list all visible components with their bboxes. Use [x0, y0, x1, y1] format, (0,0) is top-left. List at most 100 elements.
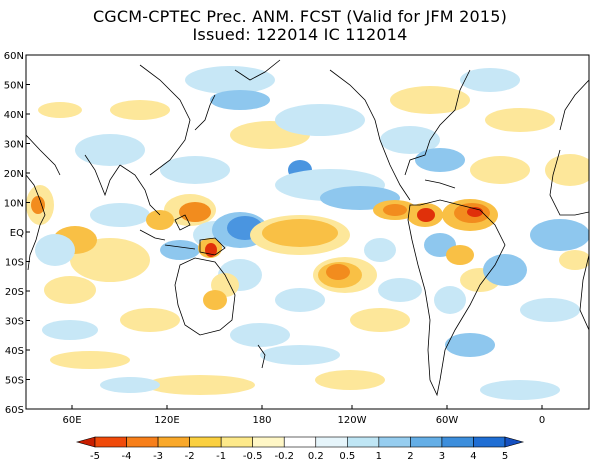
colorbar-label: 1 [376, 451, 382, 462]
coastline-arabia [26, 134, 61, 176]
anomaly-blob [262, 219, 338, 247]
lat-label: EQ [10, 228, 24, 239]
colorbar-arrow-right [504, 436, 525, 448]
lon-label: 60W [436, 415, 459, 426]
anomaly-blob [415, 148, 465, 172]
colorbar-label: 2 [407, 451, 413, 462]
anomaly-blob [378, 278, 422, 302]
anomaly-blob [146, 210, 174, 230]
colorbar-box [220, 436, 253, 448]
colorbar-label: 3 [439, 451, 445, 462]
anomaly-blob [460, 68, 520, 92]
anomaly-blob [434, 286, 466, 314]
anomaly-blob [383, 204, 407, 216]
anomaly-blob [50, 351, 130, 369]
colorbar-box [347, 436, 380, 448]
coastline-sumatra [139, 229, 166, 241]
coastline-west-africa [549, 149, 589, 216]
coastline-caribbean [424, 179, 456, 189]
coastline-south-america [407, 199, 506, 397]
coastline-borneo [174, 214, 191, 231]
anomaly-blob [185, 66, 275, 94]
colorbar: -5 -4 -3 -2 -1 -0.5 -0.2 0.2 0.5 1 2 3 4 5 [75, 436, 525, 462]
lat-label: 30N [4, 140, 24, 151]
coastline-java [164, 244, 196, 250]
lat-label: 50S [5, 376, 24, 387]
anomaly-blob [483, 254, 527, 286]
latitude-labels: 60N 50N 40N 30N 20N 10N EQ 10S 20S 30S 4… [4, 51, 24, 416]
colorbar-label: -4 [122, 451, 132, 462]
anomaly-blob [380, 126, 440, 154]
anomaly-blob [470, 156, 530, 184]
anomaly-blob [160, 156, 230, 184]
colorbar-label: -1 [216, 451, 226, 462]
anomaly-blob [75, 134, 145, 166]
anomaly-blob [364, 238, 396, 262]
coastline-southwest-africa [579, 254, 589, 331]
colorbar-label: -5 [90, 451, 100, 462]
lat-label: 10S [5, 258, 24, 269]
map-title: CGCM-CPTEC Prec. ANM. FCST (Valid for JF… [92, 7, 508, 26]
anomaly-blob [179, 202, 211, 222]
anomaly-blob [480, 380, 560, 400]
anomaly-blob [390, 86, 470, 114]
axis-ticks [26, 54, 543, 409]
lat-label: 20S [5, 287, 24, 298]
colorbar-box [283, 436, 317, 448]
colorbar-label: -0.2 [274, 451, 294, 462]
colorbar-box [315, 436, 348, 448]
anomaly-blob [38, 102, 82, 118]
lat-label: 40S [5, 346, 24, 357]
anomaly-blob [520, 298, 580, 322]
anomaly-blob [210, 90, 270, 110]
lat-label: 60S [5, 405, 24, 416]
anomaly-blob [545, 154, 589, 186]
colorbar-label: -2 [185, 451, 195, 462]
anomaly-blob [120, 308, 180, 332]
colorbar-label: -0.5 [243, 451, 263, 462]
lat-label: 60N [4, 51, 24, 62]
anomaly-blob [260, 345, 340, 365]
longitude-labels: 60E 120E 180 120W 60W 0 [62, 415, 545, 426]
coastline-kamchatka [234, 59, 281, 81]
colorbar-box [126, 436, 159, 448]
anomaly-blob [44, 276, 96, 304]
anomaly-blob [145, 375, 255, 395]
anomaly-blob [485, 108, 555, 132]
anomaly-blob [230, 323, 290, 347]
coastline-na-west [329, 69, 411, 201]
anomaly-field [26, 66, 589, 400]
anomaly-blob [559, 250, 589, 270]
lat-label: 30S [5, 317, 24, 328]
coastline-new-zealand [257, 344, 266, 369]
colorbar-label: 0.2 [308, 451, 324, 462]
anomaly-blob [417, 208, 435, 222]
coastline-africa [26, 174, 46, 271]
coastline-new-guinea [199, 237, 226, 256]
anomaly-blob [275, 288, 325, 312]
colorbar-box [473, 436, 506, 448]
coastline-india [84, 154, 121, 197]
anomaly-blob [100, 377, 160, 393]
colorbar-arrow-left [75, 436, 96, 448]
lat-label: 40N [4, 110, 24, 121]
anomaly-blob [446, 245, 474, 265]
lon-label: 0 [539, 415, 545, 426]
anomaly-blob [35, 234, 75, 266]
lon-label: 180 [252, 415, 271, 426]
coastlines [26, 59, 589, 397]
colorbar-box [441, 436, 474, 448]
anomaly-blob [203, 290, 227, 310]
anomaly-blob [326, 264, 350, 280]
issued-subtitle: Issued: 122014 IC 112014 [192, 25, 408, 44]
lat-label: 20N [4, 169, 24, 180]
anomaly-blob [275, 104, 365, 136]
colorbar-box [410, 436, 443, 448]
colorbar-label: 4 [470, 451, 476, 462]
colorbar-box [252, 436, 285, 448]
colorbar-label: -3 [153, 451, 163, 462]
anomaly-blob [445, 333, 495, 357]
colorbar-label: 0.5 [339, 451, 355, 462]
colorbar-box [94, 436, 127, 448]
colorbar-box [189, 436, 222, 448]
